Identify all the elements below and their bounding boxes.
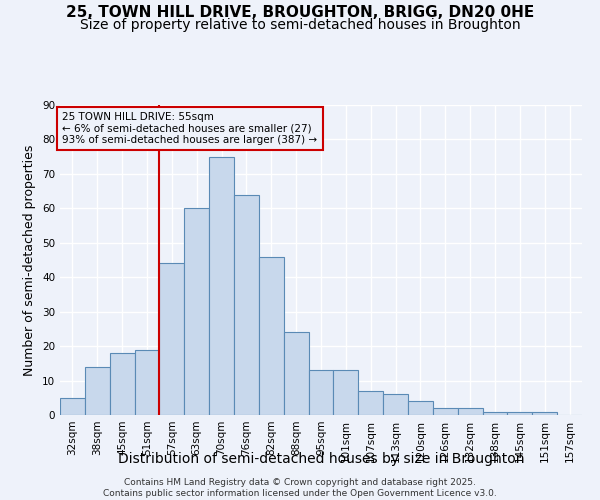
Bar — [259, 256, 284, 415]
Bar — [482, 412, 508, 415]
Bar — [383, 394, 408, 415]
Bar — [209, 156, 234, 415]
Bar — [284, 332, 308, 415]
Bar — [334, 370, 358, 415]
Bar — [433, 408, 458, 415]
Text: Distribution of semi-detached houses by size in Broughton: Distribution of semi-detached houses by … — [118, 452, 524, 466]
Bar — [408, 401, 433, 415]
Text: Size of property relative to semi-detached houses in Broughton: Size of property relative to semi-detach… — [80, 18, 520, 32]
Bar — [60, 398, 85, 415]
Bar — [458, 408, 482, 415]
Text: Contains HM Land Registry data © Crown copyright and database right 2025.
Contai: Contains HM Land Registry data © Crown c… — [103, 478, 497, 498]
Text: 25, TOWN HILL DRIVE, BROUGHTON, BRIGG, DN20 0HE: 25, TOWN HILL DRIVE, BROUGHTON, BRIGG, D… — [66, 5, 534, 20]
Bar — [308, 370, 334, 415]
Bar — [234, 194, 259, 415]
Bar — [184, 208, 209, 415]
Bar — [110, 353, 134, 415]
Bar — [134, 350, 160, 415]
Y-axis label: Number of semi-detached properties: Number of semi-detached properties — [23, 144, 37, 376]
Bar — [508, 412, 532, 415]
Text: 25 TOWN HILL DRIVE: 55sqm
← 6% of semi-detached houses are smaller (27)
93% of s: 25 TOWN HILL DRIVE: 55sqm ← 6% of semi-d… — [62, 112, 317, 145]
Bar — [160, 264, 184, 415]
Bar — [85, 367, 110, 415]
Bar — [358, 391, 383, 415]
Bar — [532, 412, 557, 415]
